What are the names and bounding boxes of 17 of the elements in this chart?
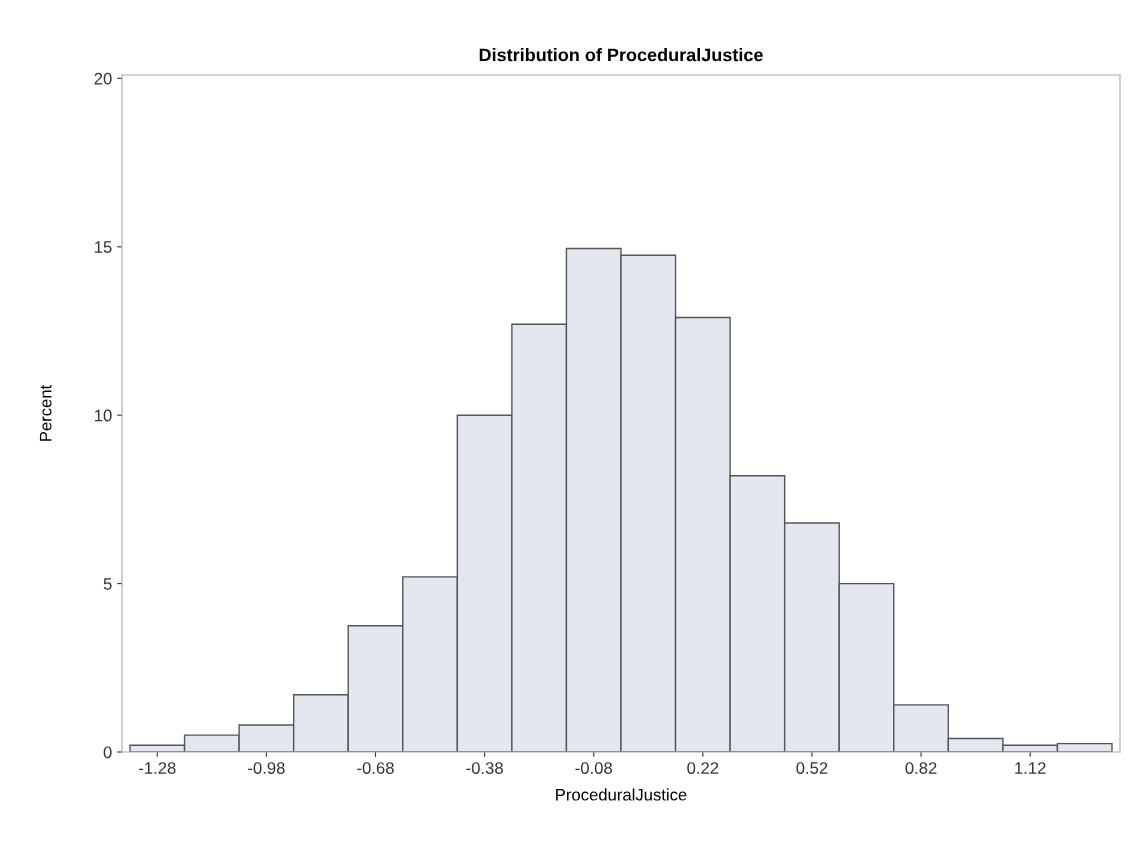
y-tick-label: 20 <box>94 72 112 85</box>
x-tick-label: -0.68 <box>357 762 394 774</box>
x-tick-label: 0.52 <box>796 762 828 774</box>
x-tick-label: 0.22 <box>687 762 719 774</box>
x-tick-label: 0.82 <box>905 762 937 774</box>
x-tick-label: 1.12 <box>1015 762 1046 774</box>
x-tick-label: -0.98 <box>248 762 285 774</box>
x-tick-label: -0.08 <box>575 762 612 774</box>
chart-title: Distribution of ProceduralJustice <box>479 48 763 62</box>
y-axis-title: Percent <box>39 384 52 441</box>
x-axis-title: ProceduralJustice <box>556 788 687 801</box>
y-tick-label: 5 <box>103 578 112 590</box>
y-tick-label: 10 <box>95 409 112 422</box>
x-tick-label: -0.38 <box>466 762 503 774</box>
y-tick-label: 0 <box>103 746 112 759</box>
y-tick-label: 15 <box>95 241 112 253</box>
x-tick-label: -1.28 <box>139 762 176 774</box>
